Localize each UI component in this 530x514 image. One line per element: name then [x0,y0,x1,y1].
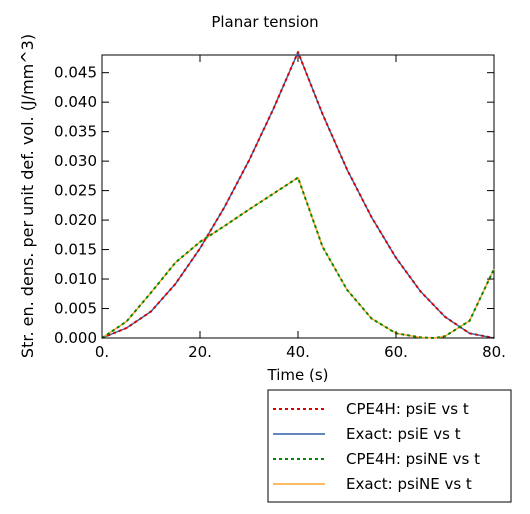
series-line-3 [101,176,495,339]
y-tick-label: 0.045 [54,64,97,82]
y-tick-label: 0.020 [54,211,97,229]
plot-frame [101,54,495,339]
y-tick-label: 0.035 [54,123,97,141]
x-tick-label: 60. [384,343,408,361]
legend-label-2: Exact: psiE vs t [346,425,461,443]
y-tick-label: 0.000 [54,329,97,347]
series-line-2 [101,51,495,339]
plot-area: 0. 20. 40. 60. 80. 0.000 0.005 0.010 0.015 0.020 0… [54,51,506,361]
x-tick-label: 40. [286,343,310,361]
legend-label-3: CPE4H: psiNE vs t [346,450,480,468]
y-tick-label: 0.015 [54,241,97,259]
y-tick-label: 0.030 [54,152,97,170]
y-tick-label: 0.010 [54,270,97,288]
legend: CPE4H: psiE vs t Exact: psiE vs t CPE4H: p… [267,389,512,503]
chart-title: Planar tension [211,13,318,31]
y-tick-label: 0.005 [54,300,97,318]
legend-label-4: Exact: psiNE vs t [346,475,472,493]
tick-layer: 0. 20. 40. 60. 80. 0.000 0.005 0.010 0.015 0.020 0… [54,55,506,361]
legend-label-1: CPE4H: psiE vs t [346,400,469,418]
legend-items: CPE4H: psiE vs t Exact: psiE vs t CPE4H: p… [273,400,480,493]
y-tick-label: 0.040 [54,93,97,111]
series-line-1 [101,51,495,339]
y-tick-label: 0.025 [54,182,97,200]
series-line-4 [101,176,495,339]
series-layer [101,51,495,339]
y-axis-label: Str. en. dens. per unit def. vol. (J/mm^… [18,34,37,358]
x-tick-label: 0. [95,343,109,361]
x-axis-label: Time (s) [267,366,329,384]
x-tick-label: 80. [482,343,506,361]
x-tick-label: 20. [188,343,212,361]
